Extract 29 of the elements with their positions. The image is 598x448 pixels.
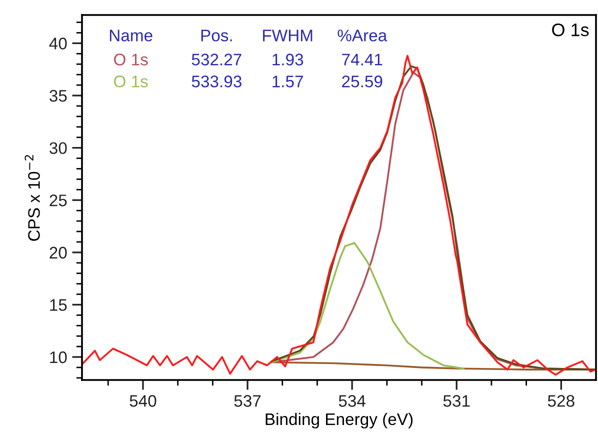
annotation: 533.93 (192, 76, 242, 88)
x-tick-label: 531 (443, 395, 470, 407)
annotation: Name (110, 30, 152, 42)
y-tick-label: 15 (50, 299, 67, 311)
annotation: FWHM (263, 30, 312, 42)
x-axis-title: Binding Energy (eV) (266, 412, 413, 428)
text: O 1s (114, 54, 148, 66)
y-tick-label: 20 (50, 246, 67, 259)
annotation: %Area (338, 30, 388, 42)
annotation: 74.41 (342, 54, 382, 66)
x-tick-label: 537 (234, 395, 261, 407)
line-series (82, 54, 596, 376)
y-axis-title: CPS x 10$^{−2}$ (24, 155, 40, 241)
line-series (271, 242, 464, 370)
y-tick-label: 10 (50, 351, 67, 364)
y-tick-label: 30 (50, 142, 67, 154)
annotation: 1.93 (272, 54, 304, 66)
annotation: 25.59 (342, 76, 382, 88)
x-tick-label: 534 (338, 395, 366, 407)
y-tick-label: 25 (50, 194, 67, 206)
x-tick-label: 540 (130, 395, 156, 407)
annotation: Pos. (201, 30, 232, 42)
y-tick-label: 35 (50, 90, 67, 102)
x-tick-label: 528 (548, 395, 574, 407)
annotation: 532.27 (192, 54, 242, 66)
y-tick-label: 40 (49, 38, 67, 50)
chart-title: O 1s (552, 23, 589, 36)
text: O 1s (114, 76, 148, 88)
annotation: 1.57 (272, 76, 303, 88)
